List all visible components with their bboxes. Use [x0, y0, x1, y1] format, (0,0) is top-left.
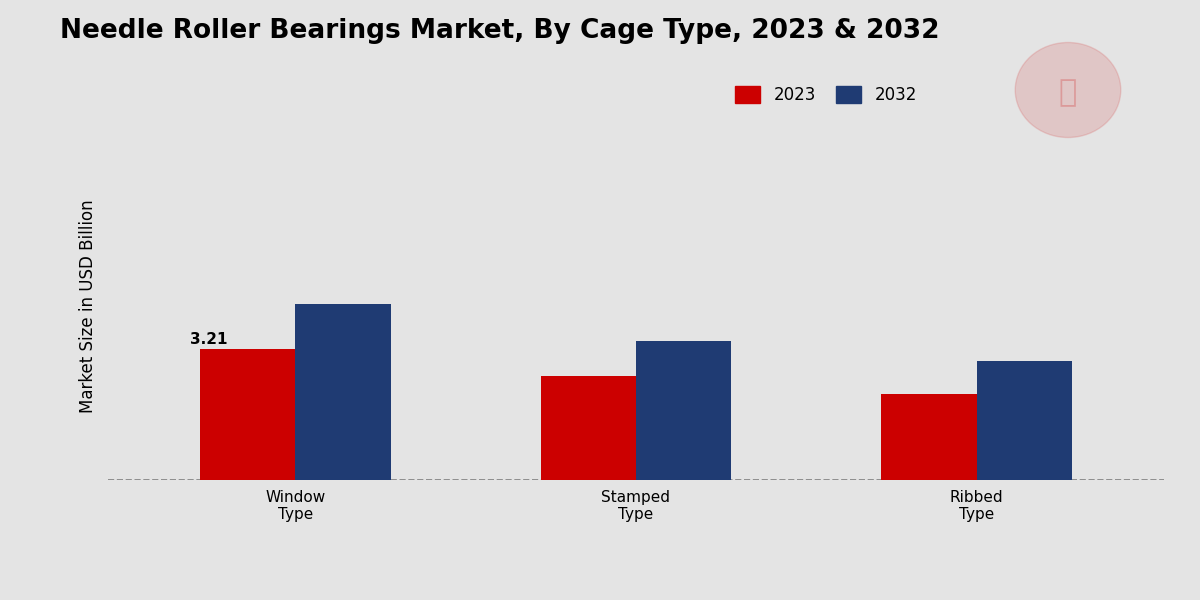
Text: 3.21: 3.21 — [191, 332, 228, 347]
Bar — [636, 341, 731, 480]
Text: Needle Roller Bearings Market, By Cage Type, 2023 & 2032: Needle Roller Bearings Market, By Cage T… — [60, 18, 940, 44]
Text: ⛹: ⛹ — [1058, 77, 1078, 107]
Bar — [295, 304, 391, 480]
Bar — [200, 349, 295, 480]
Bar — [541, 376, 636, 480]
Bar — [881, 394, 977, 480]
Circle shape — [1015, 43, 1121, 137]
Y-axis label: Market Size in USD Billion: Market Size in USD Billion — [79, 199, 97, 413]
Bar — [977, 361, 1072, 480]
Legend: 2023, 2032: 2023, 2032 — [727, 77, 925, 113]
